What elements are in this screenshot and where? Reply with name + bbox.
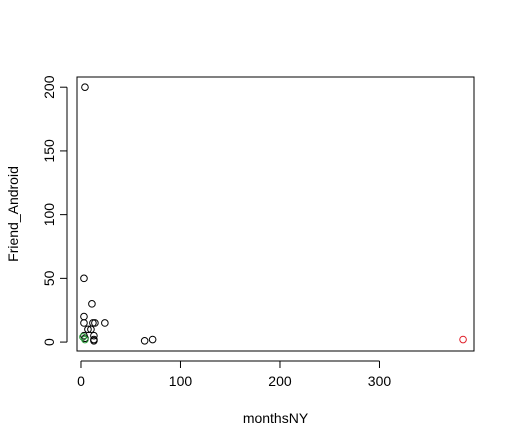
x-tick-label: 200 bbox=[268, 373, 292, 389]
y-tick-label: 50 bbox=[41, 270, 57, 286]
data-point bbox=[148, 335, 157, 344]
data-point bbox=[90, 337, 98, 345]
x-axis: 0 100 200 300 bbox=[77, 360, 392, 389]
y-tick-label: 0 bbox=[41, 338, 57, 346]
y-tick-label: 150 bbox=[41, 139, 57, 163]
y-tick-label: 100 bbox=[41, 203, 57, 227]
data-point bbox=[87, 325, 95, 334]
x-tick-label: 300 bbox=[368, 373, 392, 389]
data-point bbox=[459, 335, 467, 344]
data-point bbox=[90, 331, 98, 340]
data-point bbox=[101, 319, 109, 327]
data-points bbox=[79, 83, 467, 345]
data-point bbox=[79, 333, 87, 341]
x-axis-label: monthsNY bbox=[243, 410, 309, 426]
plot-frame bbox=[76, 76, 475, 352]
y-axis: 0 50 100 150 200 bbox=[41, 75, 68, 346]
data-point bbox=[81, 83, 89, 91]
data-point bbox=[81, 335, 89, 344]
x-tick-label: 100 bbox=[169, 373, 193, 389]
y-axis-label: Friend_Android bbox=[5, 166, 21, 262]
data-point bbox=[80, 319, 88, 327]
x-tick-label: 0 bbox=[77, 373, 85, 389]
data-point bbox=[88, 300, 96, 308]
data-point bbox=[80, 274, 88, 283]
y-tick-label: 200 bbox=[41, 75, 57, 99]
data-point bbox=[91, 319, 99, 327]
data-point bbox=[84, 325, 92, 334]
data-point bbox=[140, 337, 149, 345]
